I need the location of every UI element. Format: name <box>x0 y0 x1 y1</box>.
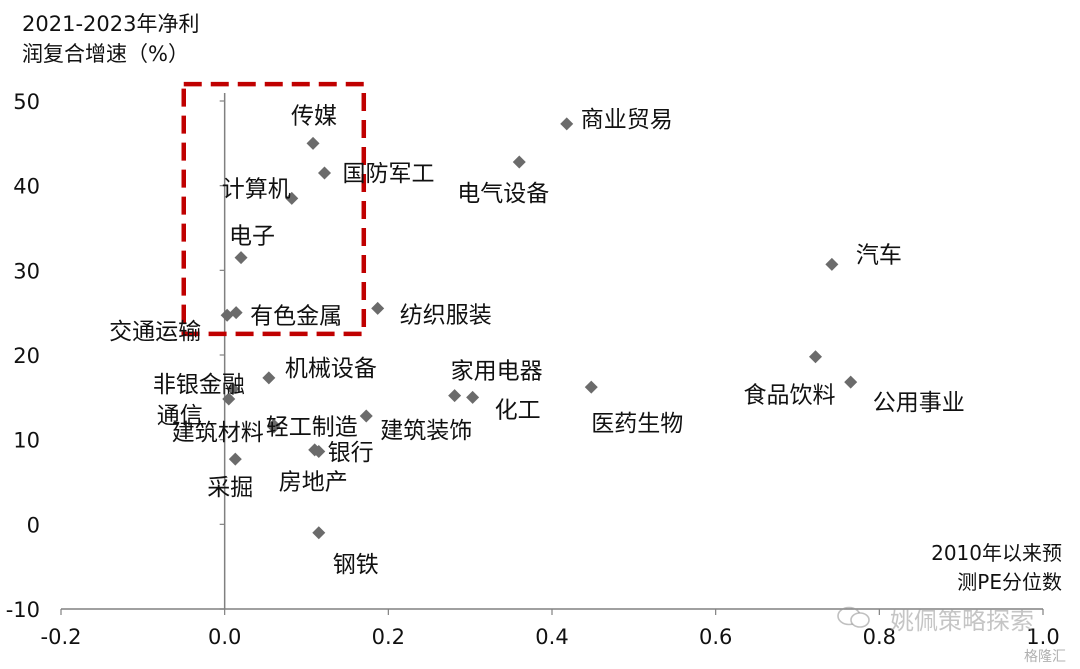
watermark-text: 姚佩策略探索 <box>890 607 1034 635</box>
point-label-10: 汽车 <box>856 242 902 268</box>
highlight-box <box>181 81 367 337</box>
point-label-20: 建筑装饰 <box>380 418 472 444</box>
point-label-25: 钢铁 <box>333 552 379 578</box>
point-label-5: 有色金属 <box>250 304 342 330</box>
x-tick-label: 1.0 <box>1026 625 1059 649</box>
data-point-17 <box>226 382 240 396</box>
y-tick-label: 20 <box>13 344 40 368</box>
axes: -0.2 0.0 0.2 0.4 0.6 0.8 1.0 50 40 30 20 10 0 -10 <box>6 90 1060 649</box>
x-axis-label-line-1: 2010年以来预 <box>931 541 1062 565</box>
data-point-20 <box>359 409 373 423</box>
data-point-9 <box>512 155 526 169</box>
point-label-16: 机械设备 <box>285 356 377 382</box>
point-label-8: 商业贸易 <box>581 107 673 133</box>
x-tick-label: 0.6 <box>699 625 732 649</box>
data-point-25 <box>312 526 326 540</box>
point-label-18: 通信 <box>157 403 203 429</box>
point-label-14: 家用电器 <box>451 359 543 385</box>
point-label-7: 纺织服装 <box>400 302 492 328</box>
point-label-19: 轻工制造 <box>266 414 358 440</box>
point-label-3: 计算机 <box>222 176 291 202</box>
y-tick-label: 0 <box>27 513 40 537</box>
x-tick-label: 0.0 <box>208 625 241 649</box>
data-points <box>220 117 858 540</box>
y-tick-label: 40 <box>13 175 40 199</box>
y-tick-label: 50 <box>13 90 40 114</box>
wechat-icon <box>837 606 870 628</box>
point-label-24: 房地产 <box>279 470 348 496</box>
point-label-6: 交通运输 <box>109 319 201 345</box>
y-axis-label-line-1: 2021-2023年净利 <box>22 12 200 36</box>
y-tick-label: 30 <box>13 259 40 283</box>
data-point-6 <box>220 308 234 322</box>
point-label-12: 公用事业 <box>873 390 965 416</box>
point-label-4: 电子 <box>229 224 275 250</box>
data-point-24 <box>312 445 326 459</box>
y-axis-label-line-2: 润复合增速（%） <box>22 42 189 66</box>
watermark-logo: 格隆汇 <box>1024 649 1066 665</box>
point-label-15: 化工 <box>495 397 541 423</box>
highlight-box-rect <box>181 81 367 337</box>
point-label-13: 医药生物 <box>591 411 683 437</box>
y-tick-label: -10 <box>6 598 40 622</box>
point-label-17: 非银金融 <box>153 372 245 398</box>
point-label-21: 建筑材料 <box>172 420 264 446</box>
point-label-2: 国防军工 <box>343 161 435 187</box>
data-point-11 <box>809 350 823 364</box>
data-point-16 <box>262 371 276 385</box>
x-tick-label: 0.2 <box>372 625 405 649</box>
data-point-18 <box>222 392 236 406</box>
data-point-7 <box>371 301 385 315</box>
point-label-23: 采掘 <box>207 475 253 501</box>
data-point-13 <box>584 380 598 394</box>
point-label-22: 银行 <box>328 440 374 466</box>
x-axis-label-line-2: 测PE分位数 <box>957 570 1062 594</box>
x-tick-label: 0.8 <box>863 625 896 649</box>
x-tick-label: -0.2 <box>41 625 82 649</box>
data-point-10 <box>825 257 839 271</box>
data-point-1 <box>306 136 320 150</box>
data-point-3 <box>285 191 299 205</box>
y-tick-label: 10 <box>13 429 40 453</box>
point-label-9: 电气设备 <box>457 181 549 207</box>
data-point-21 <box>267 420 281 434</box>
x-tick-label: 0.4 <box>535 625 568 649</box>
data-point-23 <box>228 452 242 466</box>
point-label-1: 传媒 <box>291 103 337 129</box>
data-point-15 <box>466 390 480 404</box>
point-label-11: 食品饮料 <box>744 383 836 409</box>
data-point-8 <box>560 117 574 131</box>
data-point-14 <box>448 389 462 403</box>
data-point-2 <box>318 166 332 180</box>
data-point-12 <box>844 375 858 389</box>
data-point-4 <box>234 251 248 265</box>
